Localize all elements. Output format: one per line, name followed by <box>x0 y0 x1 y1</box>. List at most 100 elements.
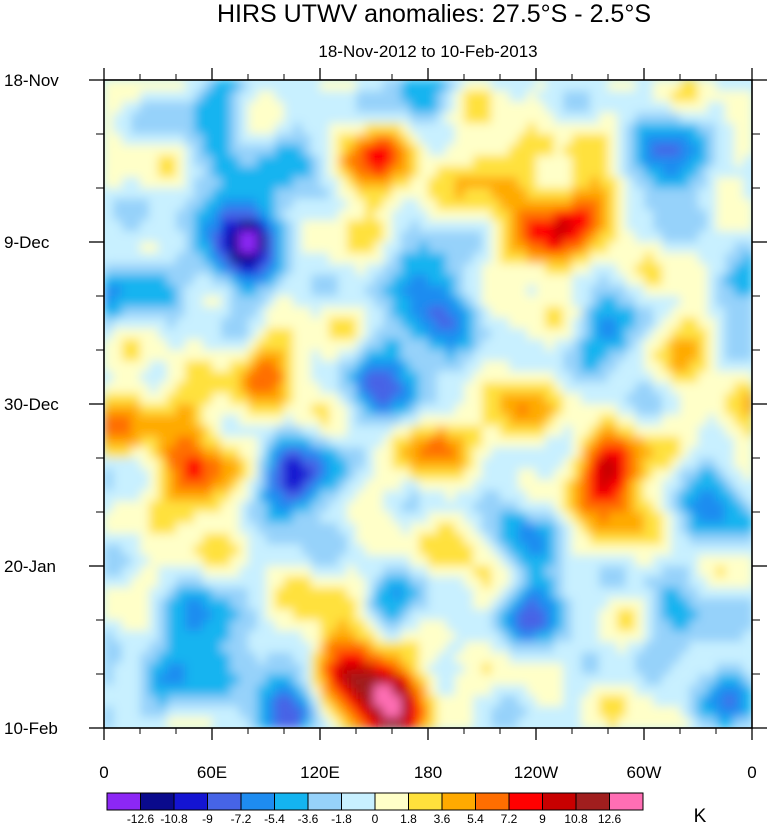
field-cell <box>248 263 258 275</box>
field-cell <box>725 220 735 232</box>
field-cell <box>194 123 204 135</box>
field-cell <box>500 404 510 416</box>
field-cell <box>662 155 672 167</box>
field-cell <box>482 458 492 470</box>
field-cell <box>545 587 555 599</box>
field-cell <box>518 706 528 718</box>
field-cell <box>194 220 204 232</box>
field-cell <box>167 134 177 146</box>
field-cell <box>563 555 573 567</box>
field-cell <box>176 425 186 437</box>
field-cell <box>464 576 474 589</box>
field-cell <box>617 339 627 351</box>
field-cell <box>581 436 591 448</box>
field-cell <box>716 350 726 362</box>
field-cell <box>626 328 636 340</box>
field-cell <box>104 242 114 254</box>
field-cell <box>248 90 258 103</box>
field-cell <box>527 630 537 643</box>
field-cell <box>554 188 564 200</box>
field-cell <box>203 706 213 718</box>
field-cell <box>149 112 159 124</box>
field-cell <box>383 306 393 319</box>
field-cell <box>473 706 483 718</box>
field-cell <box>338 220 348 232</box>
field-cell <box>563 544 573 556</box>
field-cell <box>464 522 474 535</box>
field-cell <box>716 328 726 340</box>
field-cell <box>149 414 159 427</box>
field-cell <box>689 155 699 167</box>
field-cell <box>194 285 204 297</box>
field-cell <box>500 522 510 535</box>
field-cell <box>446 436 456 448</box>
field-cell <box>248 555 258 567</box>
field-cell <box>518 101 528 113</box>
field-cell <box>707 155 717 167</box>
field-cell <box>257 231 267 243</box>
field-cell <box>698 544 708 556</box>
field-cell <box>509 576 519 589</box>
field-cell <box>284 717 294 728</box>
field-cell <box>536 382 546 394</box>
field-cell <box>410 393 420 405</box>
field-cell <box>266 609 276 621</box>
field-cell <box>221 479 231 491</box>
field-cell <box>410 447 420 459</box>
field-cell <box>221 544 231 556</box>
field-cell <box>239 414 249 427</box>
field-cell <box>311 479 321 491</box>
field-cell <box>221 382 231 394</box>
field-cell <box>464 166 474 178</box>
field-cell <box>239 252 249 265</box>
field-cell <box>698 231 708 243</box>
field-cell <box>158 188 168 200</box>
field-cell <box>284 436 294 448</box>
field-cell <box>410 684 420 697</box>
field-cell <box>320 134 330 146</box>
field-cell <box>464 231 474 243</box>
field-cell <box>284 663 294 675</box>
field-cell <box>194 112 204 124</box>
field-cell <box>698 101 708 113</box>
field-cell <box>113 198 123 211</box>
field-cell <box>374 231 384 243</box>
field-cell <box>464 252 474 265</box>
field-cell <box>635 447 645 459</box>
field-cell <box>455 695 465 707</box>
field-cell <box>221 468 231 481</box>
field-cell <box>518 468 528 481</box>
field-cell <box>626 231 636 243</box>
field-cell <box>401 706 411 718</box>
field-cell <box>140 242 150 254</box>
field-cell <box>356 630 366 643</box>
field-cell <box>590 306 600 319</box>
field-cell <box>590 101 600 113</box>
field-cell <box>410 522 420 535</box>
field-cell <box>293 306 303 319</box>
field-cell <box>689 317 699 329</box>
field-cell <box>104 80 114 92</box>
field-cell <box>266 90 276 103</box>
field-cell <box>626 620 636 632</box>
field-cell <box>338 533 348 545</box>
field-cell <box>563 350 573 362</box>
field-cell <box>302 587 312 599</box>
field-cell <box>563 90 573 103</box>
field-cell <box>473 576 483 589</box>
field-cell <box>284 425 294 437</box>
field-cell <box>419 80 429 92</box>
field-cell <box>491 242 501 254</box>
field-cell <box>626 598 636 610</box>
field-cell <box>689 209 699 221</box>
field-cell <box>383 566 393 578</box>
field-cell <box>491 458 501 470</box>
field-cell <box>185 630 195 643</box>
field-cell <box>266 620 276 632</box>
field-cell <box>248 458 258 470</box>
field-cell <box>194 544 204 556</box>
field-cell <box>734 717 744 728</box>
field-cell <box>437 144 447 157</box>
field-cell <box>140 490 150 502</box>
field-cell <box>437 317 447 329</box>
